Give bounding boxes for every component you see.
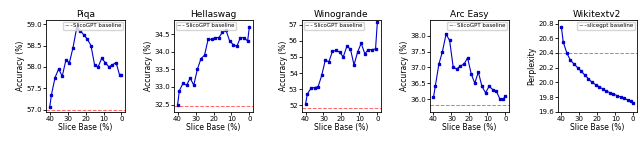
X-axis label: Slice Base (%): Slice Base (%) <box>58 123 113 132</box>
Legend: SlicoGPT baseline: SlicoGPT baseline <box>63 22 124 30</box>
Legend: SlicoGPT baseline: SlicoGPT baseline <box>447 22 507 30</box>
Title: Hellaswag: Hellaswag <box>190 10 237 19</box>
Legend: slicegpt baseline: slicegpt baseline <box>577 22 635 30</box>
Title: Wikitextv2: Wikitextv2 <box>573 10 621 19</box>
X-axis label: Slice Base (%): Slice Base (%) <box>186 123 241 132</box>
SlicoGPT baseline <box>244 105 252 107</box>
X-axis label: Slice Base (%): Slice Base (%) <box>570 123 625 132</box>
Title: Winogrande: Winogrande <box>314 10 369 19</box>
slicegpt baseline <box>629 52 637 54</box>
SlicoGPT baseline <box>116 109 124 110</box>
Y-axis label: Perplexity: Perplexity <box>527 47 536 85</box>
SlicoGPT baseline <box>246 105 253 107</box>
Y-axis label: Accuracy (%): Accuracy (%) <box>399 41 408 91</box>
SlicoGPT baseline <box>374 108 381 109</box>
Y-axis label: Accuracy (%): Accuracy (%) <box>278 41 287 91</box>
Y-axis label: Accuracy (%): Accuracy (%) <box>144 41 153 91</box>
SlicoGPT baseline <box>118 109 125 110</box>
SlicoGPT baseline <box>501 104 509 106</box>
SlicoGPT baseline <box>372 108 380 109</box>
SlicoGPT baseline <box>500 104 508 106</box>
X-axis label: Slice Base (%): Slice Base (%) <box>442 123 497 132</box>
Title: Piqa: Piqa <box>76 10 95 19</box>
Title: Arc Easy: Arc Easy <box>450 10 489 19</box>
Legend: SlicoGPT baseline: SlicoGPT baseline <box>303 22 364 30</box>
Legend: SlicoGPT baseline: SlicoGPT baseline <box>176 22 236 30</box>
slicegpt baseline <box>628 52 636 54</box>
Y-axis label: Accuracy (%): Accuracy (%) <box>16 41 25 91</box>
X-axis label: Slice Base (%): Slice Base (%) <box>314 123 369 132</box>
